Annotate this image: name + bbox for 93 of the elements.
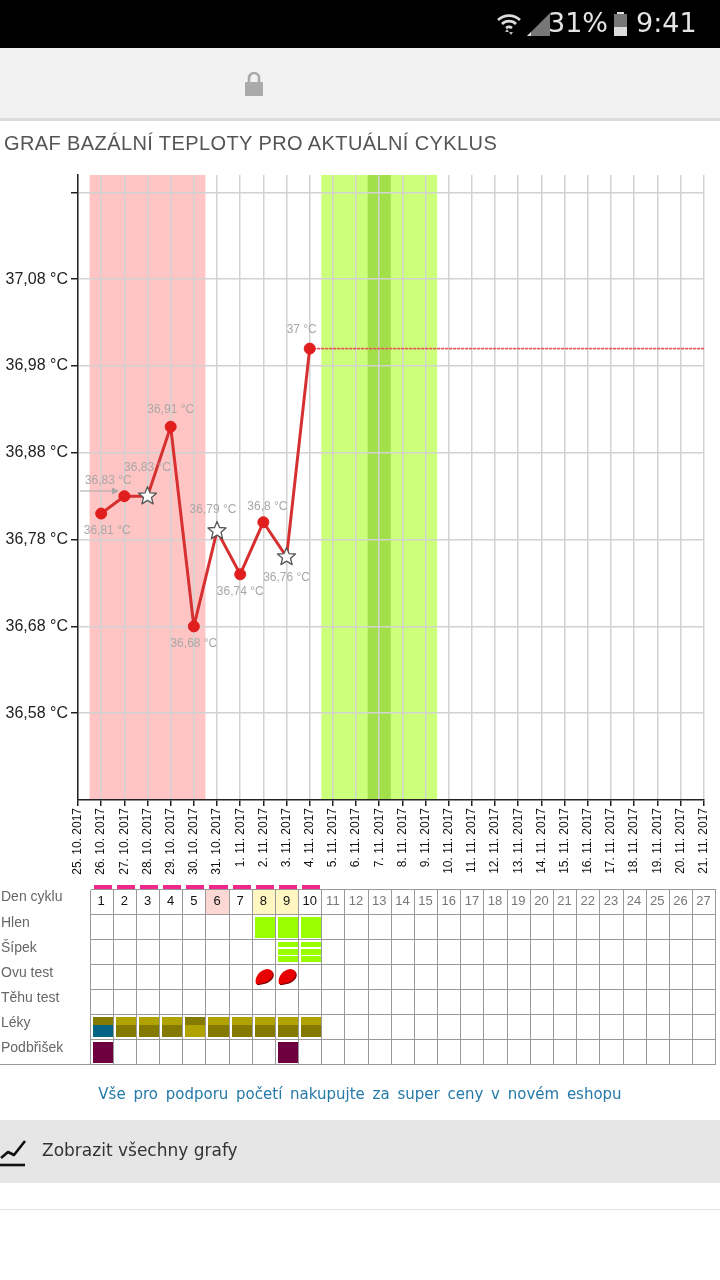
x-tick-label: 27. 10. 2017 bbox=[116, 807, 131, 875]
x-tick-label: 17. 11. 2017 bbox=[603, 807, 618, 874]
x2-tick-label: 16 bbox=[441, 893, 456, 909]
x-tick-label: 13. 11. 2017 bbox=[510, 807, 525, 874]
x2-tick-label: 21 bbox=[557, 893, 572, 909]
x-tick-label: 25. 10. 2017 bbox=[70, 807, 85, 875]
x2-tick-label: 9 bbox=[282, 893, 291, 909]
x2-tick-label: 22 bbox=[580, 893, 595, 909]
x-tick-label: 5. 11. 2017 bbox=[325, 807, 340, 868]
y-tick-label: 36,98 °C bbox=[5, 356, 68, 374]
text: 31% bbox=[548, 7, 609, 38]
category-label: Podbřišek bbox=[1, 1039, 64, 1055]
data-label: 36,74 °C bbox=[216, 583, 264, 598]
x-tick-label: 8. 11. 2017 bbox=[394, 807, 409, 868]
x-tick-label: 28. 10. 2017 bbox=[139, 807, 154, 875]
x-tick-label: 19. 11. 2017 bbox=[649, 807, 664, 874]
x-tick-label: 20. 11. 2017 bbox=[672, 807, 687, 874]
x-tick-label: 7. 11. 2017 bbox=[371, 807, 386, 868]
x-tick-label: 21. 11. 2017 bbox=[695, 807, 710, 874]
data-label: 36,79 °C bbox=[189, 502, 237, 517]
x2-tick-label: 17 bbox=[464, 893, 480, 909]
data-label: 37 °C bbox=[286, 321, 318, 336]
point bbox=[187, 620, 200, 633]
data-label: 36,91 °C bbox=[147, 402, 195, 417]
x-tick-label: 29. 10. 2017 bbox=[162, 807, 177, 875]
x-tick-label: 12. 11. 2017 bbox=[487, 807, 502, 874]
x2-tick-label: 15 bbox=[418, 893, 433, 909]
category-label: Ovu test bbox=[1, 964, 54, 980]
x-tick-label: 1. 11. 2017 bbox=[232, 807, 247, 868]
x-tick-label: 16. 11. 2017 bbox=[580, 807, 595, 874]
chart-title: GRAF BAZÁLNÍ TEPLOTY PRO AKTUÁLNÍ CYKLUS bbox=[4, 132, 498, 155]
x-tick-label: 31. 10. 2017 bbox=[209, 807, 224, 875]
x2-tick-label: 8 bbox=[259, 893, 267, 909]
x2-tick-label: 4 bbox=[167, 893, 175, 909]
x-tick-label: 4. 11. 2017 bbox=[302, 807, 317, 868]
data-label: 36,81 °C bbox=[83, 522, 131, 537]
x2-tick-label: 18 bbox=[487, 893, 503, 909]
point bbox=[164, 420, 177, 433]
y-tick-label: 36,78 °C bbox=[5, 529, 68, 547]
point bbox=[303, 342, 316, 355]
x-tick-label: 2. 11. 2017 bbox=[255, 807, 270, 868]
x-tick-label: 9. 11. 2017 bbox=[417, 807, 432, 868]
x2-tick-label: 25 bbox=[650, 893, 665, 909]
category-label: Léky bbox=[1, 1014, 31, 1030]
x2-tick-label: 13 bbox=[371, 893, 387, 909]
x2-tick-label: 23 bbox=[603, 893, 619, 909]
point bbox=[207, 520, 227, 540]
y-tick-label: 36,88 °C bbox=[5, 443, 68, 461]
x2-tick-label: 3 bbox=[143, 893, 152, 909]
y-tick-label: 36,58 °C bbox=[5, 703, 68, 721]
point bbox=[95, 507, 108, 520]
x-tick-label: 3. 11. 2017 bbox=[278, 807, 293, 868]
x2-tick-label: 26 bbox=[673, 893, 688, 909]
category-label: Těhu test bbox=[1, 989, 60, 1005]
category-label: Šípek bbox=[1, 939, 37, 955]
x-tick-label: 10. 11. 2017 bbox=[441, 807, 456, 874]
data-label: 36,76 °C bbox=[263, 570, 311, 585]
point bbox=[257, 516, 270, 529]
point bbox=[137, 486, 158, 505]
x2-tick-label: 6 bbox=[213, 893, 221, 909]
x2-tick-label: 19 bbox=[511, 893, 526, 909]
x-tick-label: 18. 11. 2017 bbox=[626, 807, 641, 874]
x2-tick-label: 10 bbox=[302, 893, 317, 909]
x2-axis-title: Den cyklu bbox=[1, 888, 63, 906]
x2-tick-label: 14 bbox=[395, 893, 410, 909]
text: Vše pro podporu početí nakupujte za super ceny v novém eshopu bbox=[97, 1085, 623, 1103]
point bbox=[234, 568, 247, 581]
x-tick-label: 6. 11. 2017 bbox=[348, 807, 363, 868]
data-label: 36,83 °C bbox=[84, 473, 133, 488]
y-tick-label: 37,08 °C bbox=[5, 269, 68, 287]
x2-tick-label: 20 bbox=[534, 893, 549, 909]
x-tick-label: 26. 10. 2017 bbox=[93, 807, 108, 875]
point bbox=[276, 546, 297, 566]
x2-tick-label: 24 bbox=[626, 893, 642, 909]
y-tick-label: 36,68 °C bbox=[5, 616, 68, 634]
x-tick-label: 15. 11. 2017 bbox=[556, 807, 571, 874]
x-tick-label: 30. 10. 2017 bbox=[186, 807, 201, 875]
x2-tick-label: 11 bbox=[326, 893, 340, 909]
text: Zobrazit všechny grafy bbox=[42, 1140, 238, 1160]
category-label: Hlen bbox=[1, 914, 30, 930]
x-tick-label: 11. 11. 2017 bbox=[464, 807, 479, 873]
text: 9:41 bbox=[636, 7, 697, 38]
x2-tick-label: 5 bbox=[190, 893, 198, 909]
x2-tick-label: 1 bbox=[97, 893, 105, 909]
data-label: 36,8 °C bbox=[247, 498, 288, 513]
x2-tick-label: 7 bbox=[236, 893, 244, 909]
x-tick-label: 14. 11. 2017 bbox=[533, 807, 548, 874]
data-label: 36,83 °C bbox=[124, 460, 172, 475]
x2-tick-label: 12 bbox=[348, 893, 364, 909]
point bbox=[118, 490, 131, 503]
x2-tick-label: 2 bbox=[120, 893, 128, 909]
data-label: 36,68 °C bbox=[170, 635, 218, 650]
x2-tick-label: 27 bbox=[696, 893, 711, 909]
